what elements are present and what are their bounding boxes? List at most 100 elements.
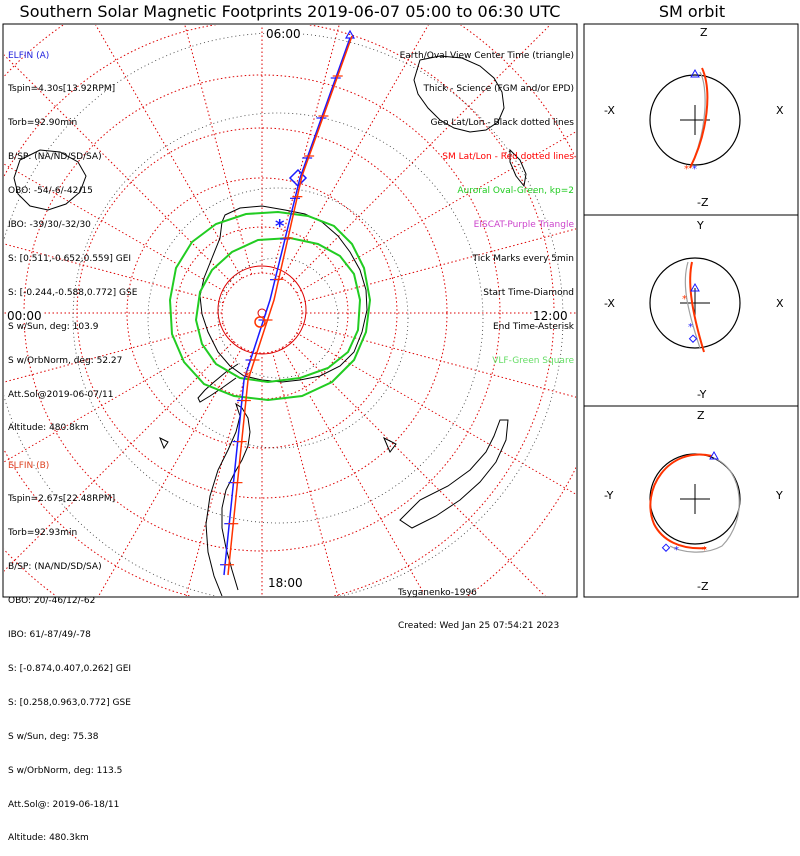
- elfin-a-line: IBO: -39/30/-32/30: [8, 220, 91, 231]
- oval-poleward: [194, 236, 362, 384]
- elfin-a-line: Tspin=4.30s[13.92RPM]: [8, 84, 116, 95]
- center-triangle-xz: [690, 68, 700, 78]
- sm-lat-60: [126, 177, 398, 449]
- end-asterisk-xy: *: [682, 294, 687, 305]
- label-xz-top: Z: [700, 26, 708, 39]
- center-triangle-a: [344, 29, 356, 39]
- label-yz-bottom: -Z: [697, 580, 709, 593]
- elfin-a-line: S: [-0.244,-0.588,0.772] GSE: [8, 287, 138, 298]
- lt-label-top: 06:00: [265, 27, 302, 41]
- label-xy-right: X: [776, 297, 784, 310]
- earth-xy: [649, 257, 741, 349]
- sm-longitude-line: [296, 131, 576, 294]
- elfin-b-line: B/SP: (NA/ND/SD/SA): [8, 562, 102, 573]
- legend-line: Auroral Oval-Green, kp=2: [457, 186, 574, 197]
- footprint-map: * * * * * *: [2, 23, 799, 598]
- start-diamond-yz: [661, 543, 671, 552]
- coast-australia: [413, 55, 505, 133]
- elfin-a-line: S: [0.511,-0.652,0.559] GEI: [8, 253, 132, 264]
- lt-label-left: 00:00: [6, 309, 43, 323]
- geo-lat-60: [72, 112, 484, 524]
- elfin-a-line: B/SP: (NA/ND/SD/SA): [8, 152, 102, 163]
- elfin-a-line: S w/Sun, deg: 103.9: [8, 321, 99, 332]
- earth-xz: [649, 74, 741, 166]
- sm-longitude-line: [296, 332, 576, 495]
- elfin-b-line: Tspin=2.67s[22.48RPM]: [8, 494, 116, 505]
- end-asterisk-a: *: [275, 216, 285, 237]
- sm-orbit-panels: * * * * * * Z -Z -X: [604, 26, 784, 593]
- map-frame: [2, 23, 578, 598]
- coast-new-zealand: [509, 148, 527, 188]
- start-circle-b: [254, 316, 266, 328]
- legend-line: Start Time-Diamond: [483, 287, 574, 298]
- end-asterisk-a-yz: *: [674, 545, 679, 556]
- sm-longitude-line: [281, 347, 426, 596]
- coast-africa: [13, 149, 87, 211]
- elfin-a-line: Att.Sol@2019-06-07/11: [8, 389, 114, 400]
- elfin-a-track: *: [220, 29, 356, 576]
- orbit-b-yz: [649, 453, 713, 550]
- elfin-b-line: IBO: 61/-87/49/-78: [8, 630, 91, 641]
- end-asterisk-a-xy: *: [688, 322, 693, 333]
- sm-longitude-lines: [4, 25, 576, 596]
- sm-longitude-line: [4, 54, 235, 286]
- orbit-a-xy: [684, 261, 701, 349]
- elfin-b-line: S w/Sun, deg: 75.38: [8, 731, 99, 742]
- legend-line: End Time-Asterisk: [492, 321, 574, 332]
- lt-label-bottom: 18:00: [267, 576, 304, 590]
- sm-panel-xz: * *: [649, 67, 741, 175]
- coast-lower-right: [399, 419, 509, 529]
- elfin-b-line: S w/OrbNorm, deg: 113.5: [8, 765, 123, 776]
- sm-frame: [583, 23, 799, 598]
- end-asterisk-b: *: [243, 367, 251, 386]
- lt-label-right: 12:00: [532, 309, 569, 323]
- sm-panel-xy: * *: [649, 257, 741, 353]
- elfin-b-info: ELFIN (B) Tspin=2.67s[22.48RPM] Torb=92.…: [8, 438, 131, 856]
- elfin-a-name: ELFIN (A): [8, 50, 50, 61]
- label-yz-left: -Y: [604, 489, 614, 502]
- orbit-a-yz: [669, 457, 740, 553]
- legend-line: SM Lat/Lon - Red dotted lines: [442, 152, 574, 163]
- end-asterisk-b-yz: *: [702, 545, 707, 556]
- geo-lat-80: [217, 257, 339, 379]
- legend-line: EISCAT-Purple Triangle: [473, 220, 574, 231]
- sm-panel-yz: * *: [649, 450, 741, 556]
- track-b-line: [227, 35, 353, 576]
- label-yz-top: Z: [697, 409, 705, 422]
- coast-islands: [159, 436, 397, 453]
- coast-south-america: [205, 402, 251, 596]
- elfin-b-line: S: [-0.874,0.407,0.262] GEI: [8, 663, 132, 674]
- label-xy-left: -X: [604, 297, 615, 310]
- auroral-oval: [168, 210, 372, 402]
- orbit-b-xz: [689, 67, 709, 169]
- center-triangle-yz: [709, 450, 719, 460]
- label-yz-right: Y: [775, 489, 783, 502]
- elfin-b-line: OBO: 20/-46/12/-62: [8, 596, 96, 607]
- sm-longitude-line: [4, 340, 235, 572]
- sm-longitude-line: [271, 351, 339, 596]
- sm-lat-70: [175, 226, 349, 400]
- sm-lat-80: [221, 272, 303, 354]
- track-a-line: [223, 37, 351, 576]
- elfin-b-line: Torb=92.93min: [8, 528, 78, 539]
- elfin-b-track: *: [224, 35, 353, 576]
- label-xz-bottom: -Z: [697, 196, 709, 209]
- legend: Earth/Oval View Center Time (triangle) T…: [400, 28, 574, 378]
- sm-pole-circle: [217, 265, 307, 355]
- end-asterisk-xz: *: [684, 164, 689, 175]
- geo-lat-70: [147, 187, 409, 449]
- sm-longitude-line: [185, 351, 253, 596]
- legend-line: Earth/Oval View Center Time (triangle): [399, 50, 574, 61]
- sm-longitude-line: [289, 340, 546, 596]
- sm-longitude-line: [289, 25, 551, 286]
- elfin-b-name: ELFIN (B): [8, 460, 50, 471]
- elfin-a-line: OBO: -54/-6/-42/15: [8, 186, 93, 197]
- start-diamond-xy: [688, 334, 698, 343]
- elfin-b-line: S: [0.258,0.963,0.772] GSE: [8, 697, 131, 708]
- legend-line: VLF-Green Square: [492, 355, 574, 366]
- sm-orbit-title: SM orbit: [658, 2, 726, 21]
- elfin-b-line: Att.Sol@: 2019-06-18/11: [8, 799, 120, 810]
- created-time: Created: Wed Jan 25 07:54:21 2023: [398, 621, 560, 632]
- legend-line: Geo Lat/Lon - Black dotted lines: [430, 118, 574, 129]
- legend-line: Tick Marks every 5min: [472, 253, 574, 264]
